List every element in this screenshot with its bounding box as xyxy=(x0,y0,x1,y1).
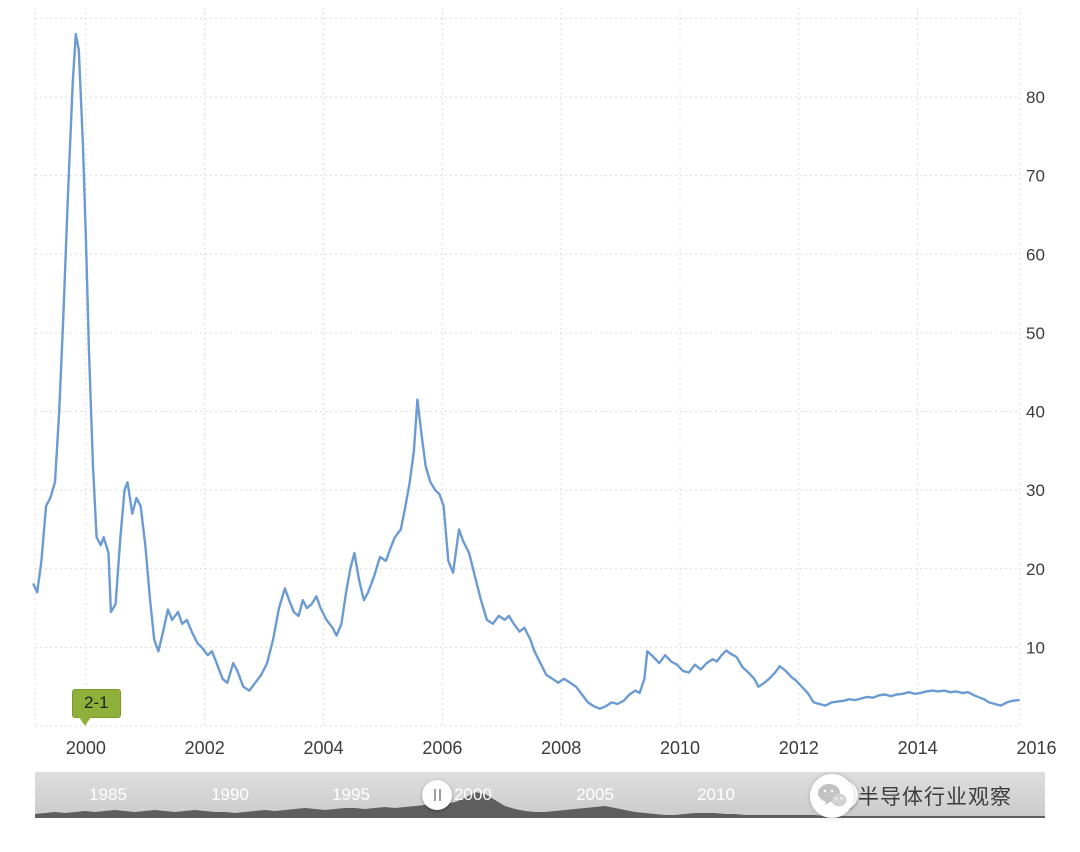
date-marker-flag[interactable]: 2-1 xyxy=(72,689,121,725)
y-tick-label: 30 xyxy=(1026,481,1045,500)
y-axis-labels: 10 20 30 40 50 60 70 80 xyxy=(1026,88,1045,657)
x-tick-label: 2014 xyxy=(898,738,938,758)
x-tick-label: 2002 xyxy=(185,738,225,758)
y-tick-label: 50 xyxy=(1026,324,1045,343)
timeline-handle-left[interactable] xyxy=(422,780,452,810)
y-tick-label: 70 xyxy=(1026,167,1045,186)
y-tick-label: 20 xyxy=(1026,560,1045,579)
wechat-icon xyxy=(810,774,854,818)
watermark: 半导体行业观察 xyxy=(810,773,1012,819)
price-line-chart: 2000 2002 2004 2006 2008 2010 2012 2014 2016 10 20… xyxy=(32,8,1057,758)
y-tick-label: 40 xyxy=(1026,403,1045,422)
date-marker-label: 2-1 xyxy=(84,693,109,712)
watermark-text: 半导体行业观察 xyxy=(858,786,1012,809)
x-tick-label: 2000 xyxy=(66,738,106,758)
x-axis-labels: 2000 2002 2004 2006 2008 2010 2012 2014 2016 xyxy=(66,738,1057,758)
gridlines xyxy=(34,8,1021,727)
y-tick-label: 60 xyxy=(1026,245,1045,264)
x-tick-label: 2006 xyxy=(422,738,462,758)
y-tick-label: 80 xyxy=(1026,88,1045,107)
x-tick-label: 2010 xyxy=(660,738,700,758)
timeline-preview-area xyxy=(35,792,1045,818)
x-tick-label: 2004 xyxy=(303,738,343,758)
data-line xyxy=(32,32,1020,710)
x-tick-label: 2008 xyxy=(541,738,581,758)
y-tick-label: 10 xyxy=(1026,638,1045,657)
x-tick-label: 2016 xyxy=(1016,738,1056,758)
x-tick-label: 2012 xyxy=(779,738,819,758)
